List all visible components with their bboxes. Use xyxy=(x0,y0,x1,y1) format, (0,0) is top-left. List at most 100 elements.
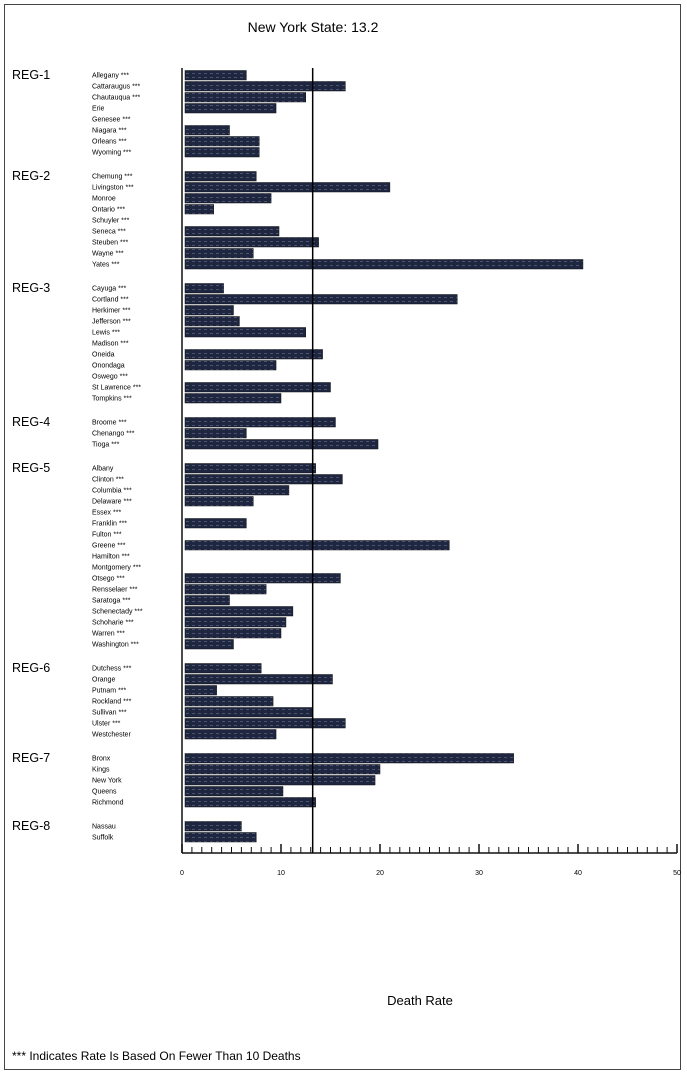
bar xyxy=(184,595,230,606)
bar xyxy=(184,305,234,316)
county-label: Madison *** xyxy=(92,341,129,348)
county-label: Oneida xyxy=(92,352,115,359)
county-label: Cortland *** xyxy=(92,297,129,304)
chart-title: New York State: 13.2 xyxy=(248,19,379,35)
county-label: Niagara *** xyxy=(92,128,127,135)
county-label: Fulton *** xyxy=(92,532,122,539)
county-label: Steuben *** xyxy=(92,240,128,247)
county-label: Schuyler *** xyxy=(92,218,130,225)
bar xyxy=(184,125,230,136)
bar xyxy=(184,136,260,147)
bar xyxy=(184,382,331,393)
bar xyxy=(184,226,280,237)
x-tick-label: 50 xyxy=(673,870,681,877)
county-label: Saratoga *** xyxy=(92,598,131,605)
region-label: REG-3 xyxy=(12,281,50,295)
bar xyxy=(184,474,343,485)
bar xyxy=(184,639,234,650)
county-label: Rensselaer *** xyxy=(92,587,138,594)
county-label: Hamilton *** xyxy=(92,554,130,561)
bar xyxy=(184,92,306,103)
county-label: Cayuga *** xyxy=(92,286,127,293)
county-label: Clinton *** xyxy=(92,477,124,484)
county-label: Jefferson *** xyxy=(92,319,131,326)
bar xyxy=(184,832,257,843)
county-label: Schenectady *** xyxy=(92,609,143,616)
county-label: Wyoming *** xyxy=(92,150,132,157)
region-label: REG-7 xyxy=(12,751,50,765)
bar xyxy=(184,485,290,496)
county-label: Washington *** xyxy=(92,642,139,649)
county-label: Ontario *** xyxy=(92,207,125,214)
county-label: Greene *** xyxy=(92,543,126,550)
county-label: Onondaga xyxy=(92,363,125,370)
bar xyxy=(184,463,316,474)
county-label: Albany xyxy=(92,466,114,473)
region-label: REG-5 xyxy=(12,461,50,475)
county-label: Dutchess *** xyxy=(92,666,132,673)
county-label: Herkimer *** xyxy=(92,308,131,315)
county-label: St Lawrence *** xyxy=(92,385,141,392)
bar xyxy=(184,707,313,718)
bar xyxy=(184,182,391,193)
county-label: Westchester xyxy=(92,732,131,739)
chart-frame xyxy=(4,4,681,1070)
bar xyxy=(184,349,323,360)
x-tick-label: 20 xyxy=(376,870,384,877)
county-label: Chenango *** xyxy=(92,431,135,438)
county-label: Orange xyxy=(92,677,115,684)
x-tick-label: 40 xyxy=(574,870,582,877)
county-label: Chautauqua *** xyxy=(92,95,141,102)
county-label: Columbia *** xyxy=(92,488,132,495)
county-label: Suffolk xyxy=(92,835,114,842)
bar xyxy=(184,248,254,259)
county-label: Oswego *** xyxy=(92,374,128,381)
county-label: Schoharie *** xyxy=(92,620,134,627)
county-label: Cattaraugus *** xyxy=(92,84,141,91)
bar xyxy=(184,103,277,114)
county-label: Otsego *** xyxy=(92,576,125,583)
bar xyxy=(184,439,379,450)
x-tick-label: 30 xyxy=(475,870,483,877)
bar xyxy=(184,685,217,696)
region-label: REG-1 xyxy=(12,68,50,82)
x-tick-label: 10 xyxy=(277,870,285,877)
x-tick-label: 0 xyxy=(180,870,184,877)
bar xyxy=(184,797,316,808)
bar xyxy=(184,70,247,81)
bar xyxy=(184,259,584,270)
county-label: Nassau xyxy=(92,824,116,831)
bar xyxy=(184,696,274,707)
county-label: Chemung *** xyxy=(92,174,133,181)
bar xyxy=(184,573,341,584)
bar xyxy=(184,606,294,617)
bar xyxy=(184,584,267,595)
bar xyxy=(184,204,214,215)
county-label: Bronx xyxy=(92,756,111,763)
county-label: Livingston *** xyxy=(92,185,134,192)
bar xyxy=(184,729,277,740)
county-label: Tompkins *** xyxy=(92,396,132,403)
bar xyxy=(184,764,381,775)
bar xyxy=(184,753,514,764)
county-label: Tioga *** xyxy=(92,442,120,449)
bar xyxy=(184,786,284,797)
county-label: Warren *** xyxy=(92,631,125,638)
county-label: Kings xyxy=(92,767,110,774)
bar xyxy=(184,628,282,639)
region-label: REG-6 xyxy=(12,661,50,675)
bar xyxy=(184,775,376,786)
bar xyxy=(184,821,242,832)
bar xyxy=(184,171,257,182)
county-label: Broome *** xyxy=(92,420,127,427)
county-label: Wayne *** xyxy=(92,251,124,258)
county-label: New York xyxy=(92,778,122,785)
bar xyxy=(184,663,262,674)
bar xyxy=(184,674,333,685)
county-label: Putnam *** xyxy=(92,688,127,695)
bar xyxy=(184,327,306,338)
county-label: Montgomery *** xyxy=(92,565,141,572)
county-label: Delaware *** xyxy=(92,499,132,506)
bar xyxy=(184,316,240,327)
